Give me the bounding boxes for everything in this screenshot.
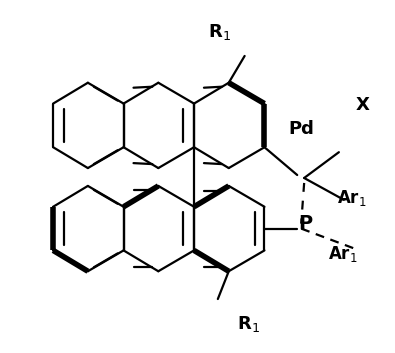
Text: Ar$_1$: Ar$_1$ (328, 244, 357, 264)
Text: X: X (355, 96, 369, 114)
Text: Pd: Pd (288, 120, 314, 138)
Text: R$_1$: R$_1$ (237, 313, 260, 334)
Text: R$_1$: R$_1$ (208, 22, 231, 42)
Text: P: P (298, 214, 312, 233)
Text: Ar$_1$: Ar$_1$ (337, 187, 367, 208)
